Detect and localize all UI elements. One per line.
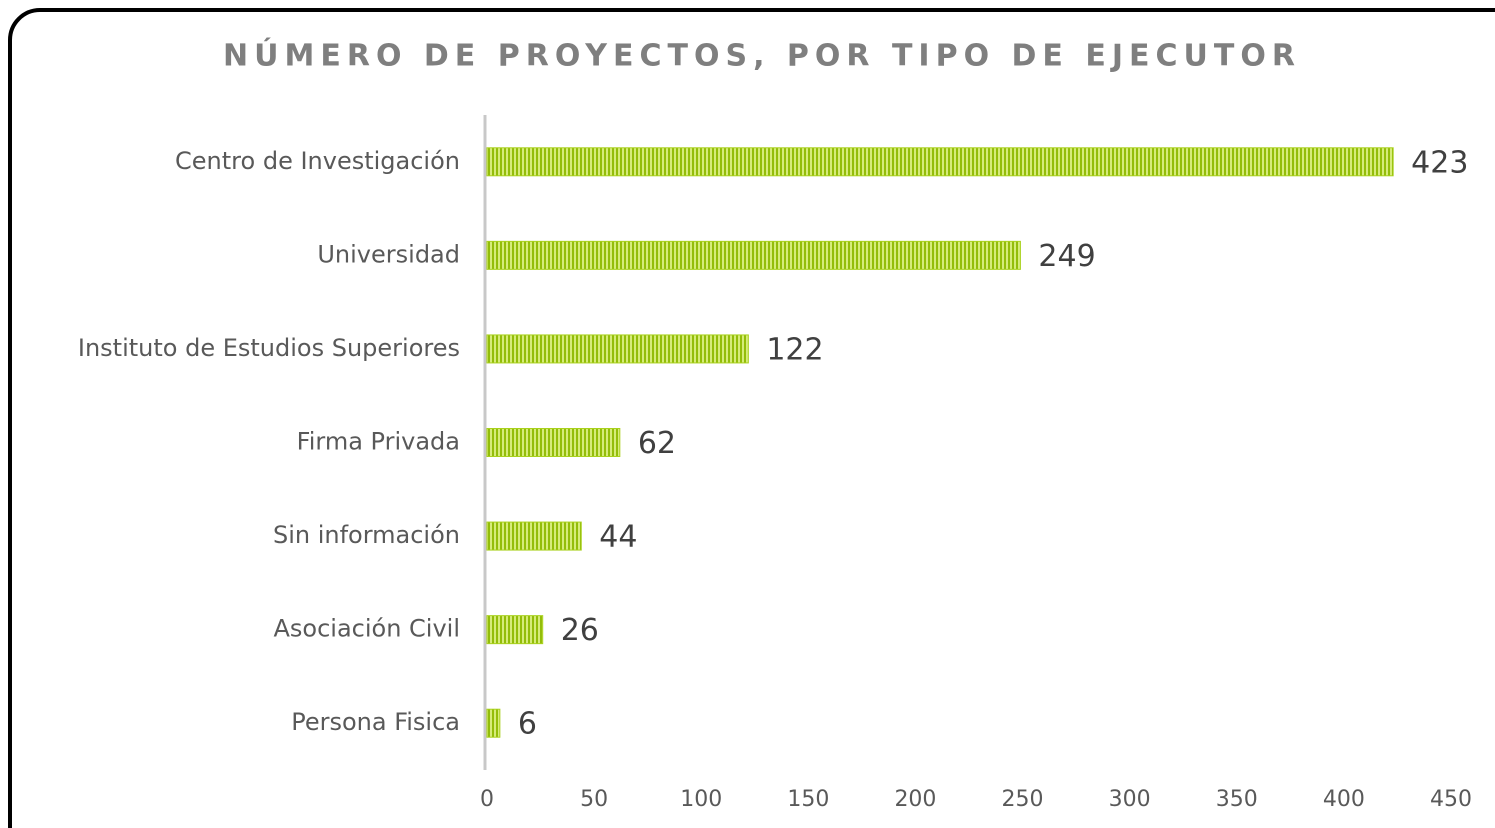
- value-label: 26: [561, 613, 599, 648]
- card-border: [8, 8, 1495, 828]
- x-tick-label: 450: [1430, 787, 1472, 812]
- y-tick-label: Asociación Civil: [273, 615, 460, 643]
- y-tick-label: Universidad: [317, 240, 460, 268]
- x-tick-label: 50: [580, 787, 608, 812]
- y-tick-label: Firma Privada: [297, 428, 460, 456]
- y-tick-label: Persona Fisica: [291, 708, 460, 736]
- value-label: 44: [599, 520, 637, 555]
- value-label: 62: [638, 426, 676, 461]
- value-label: 6: [518, 707, 537, 742]
- bar: [486, 615, 544, 645]
- x-tick-label: 300: [1109, 787, 1151, 812]
- x-tick-label: 250: [1002, 787, 1044, 812]
- x-tick-label: 400: [1323, 787, 1365, 812]
- y-tick-label: Sin información: [273, 521, 460, 549]
- bar: [486, 428, 621, 457]
- bar: [486, 147, 1394, 177]
- bar: [486, 334, 749, 364]
- chart-title: NÚMERO DE PROYECTOS, POR TIPO DE EJECUTO…: [223, 37, 1301, 74]
- x-tick-label: 200: [894, 787, 936, 812]
- bar: [486, 708, 501, 738]
- x-tick-label: 100: [680, 787, 722, 812]
- bar: [486, 240, 1021, 270]
- bar: [486, 521, 582, 551]
- value-label: 423: [1411, 145, 1468, 180]
- y-tick-label: Centro de Investigación: [175, 147, 460, 175]
- x-tick-label: 350: [1216, 787, 1258, 812]
- y-tick-label: Instituto de Estudios Superiores: [78, 334, 460, 362]
- x-tick-label: 0: [480, 787, 494, 812]
- value-label: 249: [1038, 239, 1095, 274]
- value-label: 122: [766, 332, 823, 367]
- x-tick-label: 150: [787, 787, 829, 812]
